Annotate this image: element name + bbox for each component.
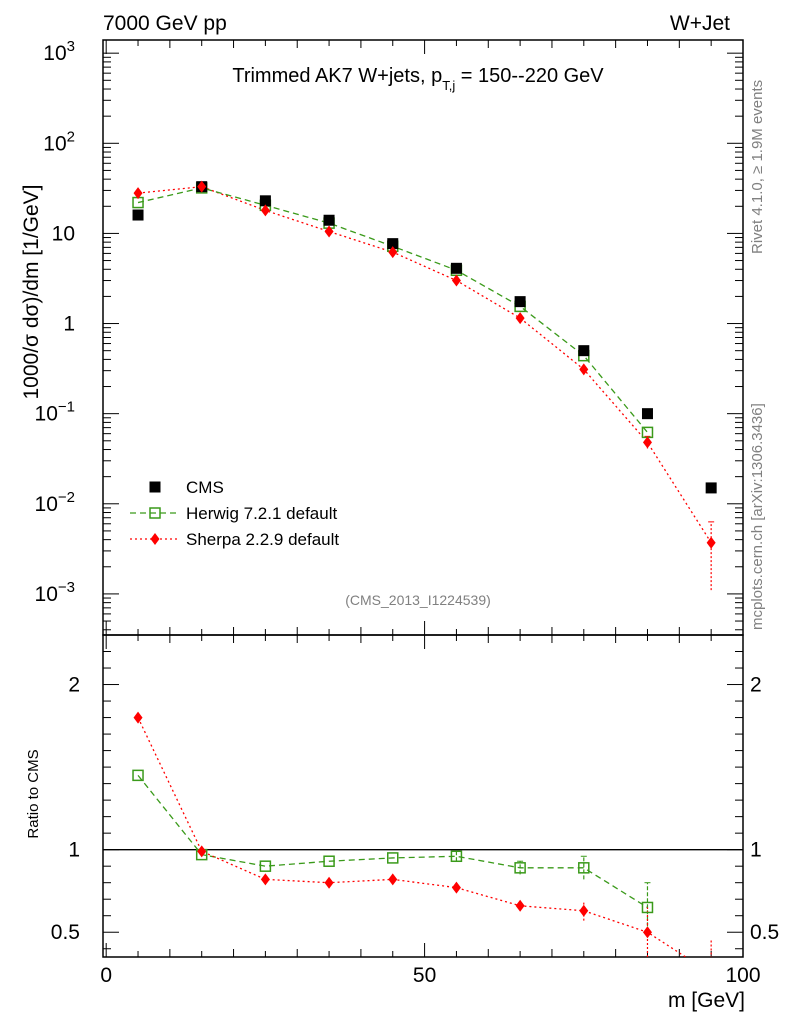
cms-point	[387, 238, 399, 250]
cms-point	[259, 195, 271, 207]
herwig-ratio-point	[387, 852, 399, 864]
x-tick-label: 0	[100, 964, 112, 987]
header-right-label: W+Jet	[670, 12, 730, 35]
ratio-tick-label-right: 1	[750, 839, 762, 862]
sherpa-point	[642, 436, 652, 449]
herwig-line	[137, 187, 648, 433]
y-tick-label: 10−3	[35, 579, 75, 606]
y-axis-label: 1000/σ dσ)/dm [1/GeV]	[20, 184, 43, 399]
legend: CMS Herwig 7.2.1 default Sherpa 2.2.9 defa…	[130, 478, 339, 549]
sherpa-point	[515, 312, 525, 325]
sherpa-ratio-line	[137, 717, 687, 957]
herwig-ratio-point	[132, 769, 144, 782]
analysis-tag: (CMS_2013_I1224539)	[345, 592, 491, 608]
sherpa-ratio-point	[197, 845, 207, 858]
sherpa-ratio-point	[133, 711, 143, 724]
y-tick-label: 10−2	[35, 489, 75, 516]
sherpa-point	[197, 180, 207, 193]
legend-sherpa-marker	[150, 533, 160, 545]
y-tick-label: 10−1	[35, 399, 75, 426]
legend-entry-label: CMS	[186, 478, 224, 497]
sherpa-point	[260, 204, 270, 217]
y-tick-label: 103	[43, 38, 75, 65]
sherpa-ratio-point	[707, 968, 716, 980]
y-tick-label: 10	[52, 222, 75, 245]
axes-group: 0 50 100 10−3 10−2 10−1 1 10 102 103 0.5 0.5 1 1 2 2	[35, 38, 780, 987]
cms-point	[323, 214, 335, 226]
ratio-tick-label-left: 0.5	[51, 921, 80, 944]
cms-point	[132, 209, 144, 221]
sherpa-ratio-point	[515, 899, 525, 912]
sherpa-point	[579, 363, 589, 376]
cms-point	[450, 262, 462, 274]
herwig-ratio-point	[514, 862, 526, 874]
cms-point	[705, 482, 717, 494]
ratio-frame	[102, 634, 744, 958]
ratio-group	[103, 711, 743, 980]
sherpa-line	[137, 186, 712, 544]
herwig-ratio-line	[137, 774, 648, 909]
chart-title: Trimmed AK7 W+jets, pT,j = 150--220 GeV	[232, 65, 604, 93]
ratio-axis-label: Ratio to CMS	[25, 749, 42, 838]
ratio-tick-label-right: 2	[750, 674, 762, 697]
herwig-ratio-point	[259, 860, 272, 872]
y-tick-label: 102	[43, 128, 75, 155]
sherpa-ratio-point	[642, 926, 652, 939]
ratio-series	[132, 711, 716, 980]
ratio-tick-label-left: 1	[68, 839, 80, 862]
y-tick-label: 1	[63, 313, 75, 336]
legend-cms-marker	[149, 481, 161, 493]
ratio-tick-label-left: 2	[68, 674, 80, 697]
herwig-ratio-point	[578, 862, 590, 874]
sherpa-ratio-point	[579, 904, 589, 917]
sherpa-ratio-point	[451, 881, 461, 894]
rivet-version-label: Rivet 4.1.0, ≥ 1.9M events	[749, 80, 766, 254]
cms-point	[641, 408, 653, 420]
herwig-ratio-point	[323, 855, 335, 867]
sherpa-point	[324, 225, 334, 238]
legend-herwig-marker	[149, 507, 161, 519]
header-left-label: 7000 GeV pp	[103, 12, 227, 35]
legend-entry-label: Sherpa 2.2.9 default	[186, 530, 339, 549]
cms-point	[578, 345, 590, 357]
sherpa-ratio-point	[324, 876, 334, 889]
sherpa-point	[133, 187, 143, 200]
cms-point	[514, 296, 526, 308]
sherpa-ratio-point	[388, 873, 398, 886]
herwig-ratio-point	[450, 850, 463, 863]
x-tick-label: 50	[413, 964, 436, 987]
sherpa-point	[451, 274, 461, 287]
x-tick-label: 100	[725, 964, 760, 987]
sherpa-point	[388, 246, 398, 259]
sherpa-point	[706, 536, 716, 549]
x-axis-label: m [GeV]	[668, 989, 745, 1012]
mcplots-label: mcplots.cern.ch [arXiv:1306.3436]	[749, 403, 766, 630]
sherpa-ratio-point	[260, 873, 270, 886]
ratio-tick-label-right: 0.5	[750, 921, 779, 944]
legend-entry-label: Herwig 7.2.1 default	[186, 504, 337, 523]
series-group	[132, 180, 717, 591]
herwig-ratio-point	[641, 901, 654, 914]
